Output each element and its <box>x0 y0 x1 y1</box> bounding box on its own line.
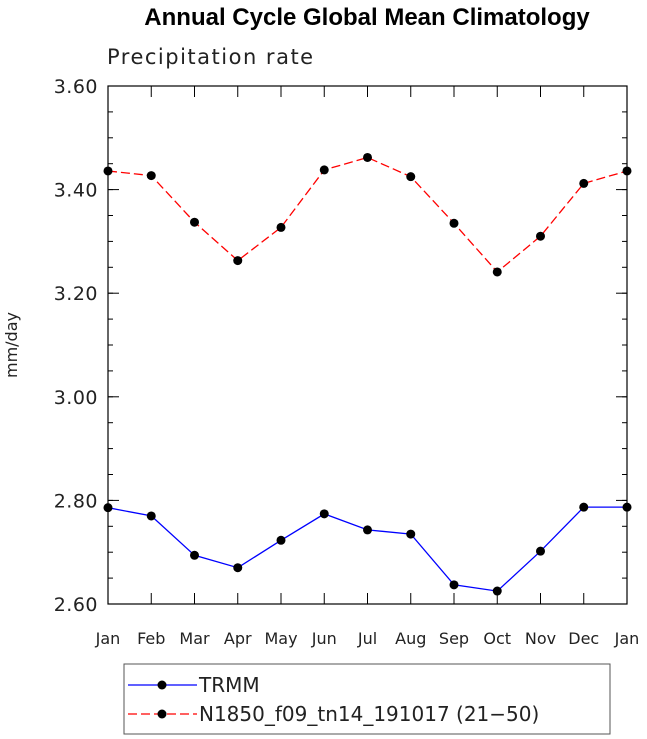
x-tick-label: Aug <box>395 629 426 648</box>
series-point-0 <box>319 509 329 519</box>
legend-marker-0 <box>157 680 167 690</box>
series-point-0 <box>233 563 243 573</box>
x-tick-label: Dec <box>568 629 599 648</box>
x-tick-label: Sep <box>439 629 469 648</box>
series-point-1 <box>319 165 329 175</box>
series-point-0 <box>406 529 416 539</box>
series-layer <box>103 152 632 596</box>
series-point-1 <box>536 231 545 241</box>
series-point-1 <box>190 217 199 227</box>
series-point-1 <box>276 222 286 232</box>
chart-subtitle: Precipitation rate <box>107 45 315 69</box>
series-point-1 <box>492 267 502 277</box>
x-tick-label: Jun <box>311 629 337 648</box>
y-tick-label: 2.60 <box>54 594 98 616</box>
series-point-1 <box>233 256 243 266</box>
legend-box <box>123 663 611 735</box>
y-tick-label: 3.00 <box>54 387 98 409</box>
series-point-0 <box>190 550 199 560</box>
series-point-0 <box>449 580 459 590</box>
x-tick-label: Feb <box>137 629 165 648</box>
y-tick-label: 2.80 <box>54 490 98 512</box>
legend-label-1: N1850_f09_tn14_191017 (21−50) <box>199 702 539 726</box>
y-tick-label: 3.40 <box>54 180 98 202</box>
legend-label-0: TRMM <box>198 673 260 697</box>
series-point-0 <box>536 546 545 556</box>
x-tick-label: Apr <box>224 629 252 648</box>
series-point-0 <box>146 511 156 521</box>
series-point-0 <box>579 502 589 512</box>
series-line-1 <box>107 156 628 273</box>
x-tick-label: Nov <box>525 629 556 648</box>
x-tick-label: Jan <box>614 629 640 648</box>
x-tick-label: Jan <box>95 629 121 648</box>
x-tick-label: Jul <box>357 629 377 648</box>
series-line-0 <box>107 506 627 592</box>
series-point-1 <box>363 152 372 162</box>
series-point-1 <box>449 218 459 228</box>
x-tick-label: Oct <box>483 629 511 648</box>
series-point-0 <box>492 586 502 596</box>
series-point-1 <box>406 172 416 182</box>
legend-marker-1 <box>157 709 167 719</box>
y-tick-label: 3.20 <box>54 283 98 305</box>
series-point-0 <box>363 525 372 535</box>
series-point-0 <box>276 535 286 545</box>
chart-title: Annual Cycle Global Mean Climatology <box>144 4 590 31</box>
plot-frame <box>107 85 628 605</box>
axes-layer: 2.60 2.80 3.00 3.20 3.40 3.60 Jan Feb Mar Apr May J… <box>54 76 640 648</box>
x-tick-label: May <box>264 629 297 648</box>
x-tick-label: Mar <box>179 629 210 648</box>
series-point-1 <box>579 178 589 188</box>
y-axis-label: mm/day <box>2 312 21 378</box>
legend: TRMM N1850_f09_tn14_191017 (21−50) <box>123 663 611 735</box>
series-point-1 <box>146 171 156 181</box>
y-tick-label: 3.60 <box>54 76 98 98</box>
